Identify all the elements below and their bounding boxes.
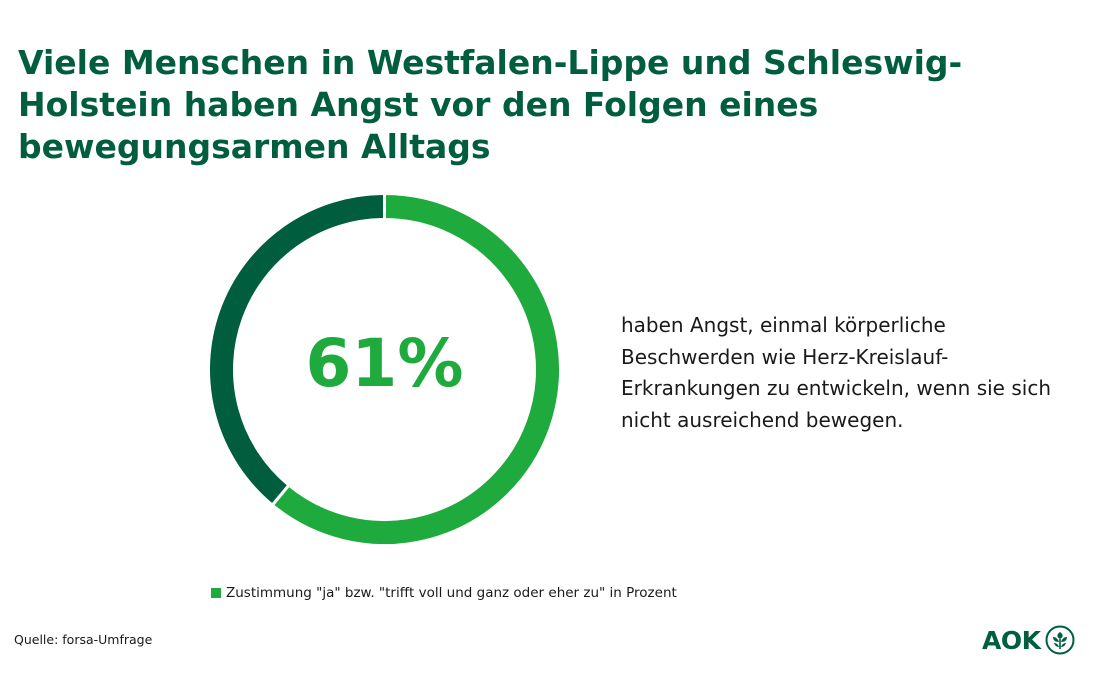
aok-logo: AOK — [982, 625, 1075, 655]
center-percentage: 61% — [305, 325, 464, 402]
donut-svg — [207, 192, 562, 547]
chart-description: haben Angst, einmal körperliche Beschwer… — [621, 313, 1051, 432]
legend: Zustimmung "ja" bzw. "trifft voll und ga… — [211, 585, 677, 601]
legend-swatch — [211, 588, 221, 598]
donut-slice-2 — [207, 192, 386, 508]
logo-text: AOK — [982, 625, 1041, 655]
aok-tree-icon — [1045, 625, 1075, 655]
source-note: Quelle: forsa-Umfrage — [14, 632, 153, 647]
chart-title: Viele Menschen in Westfalen-Lippe und Sc… — [18, 43, 963, 166]
legend-label: Zustimmung "ja" bzw. "trifft voll und ga… — [226, 585, 677, 601]
donut-slice-1 — [270, 192, 562, 547]
donut-chart: 61% — [207, 192, 562, 547]
